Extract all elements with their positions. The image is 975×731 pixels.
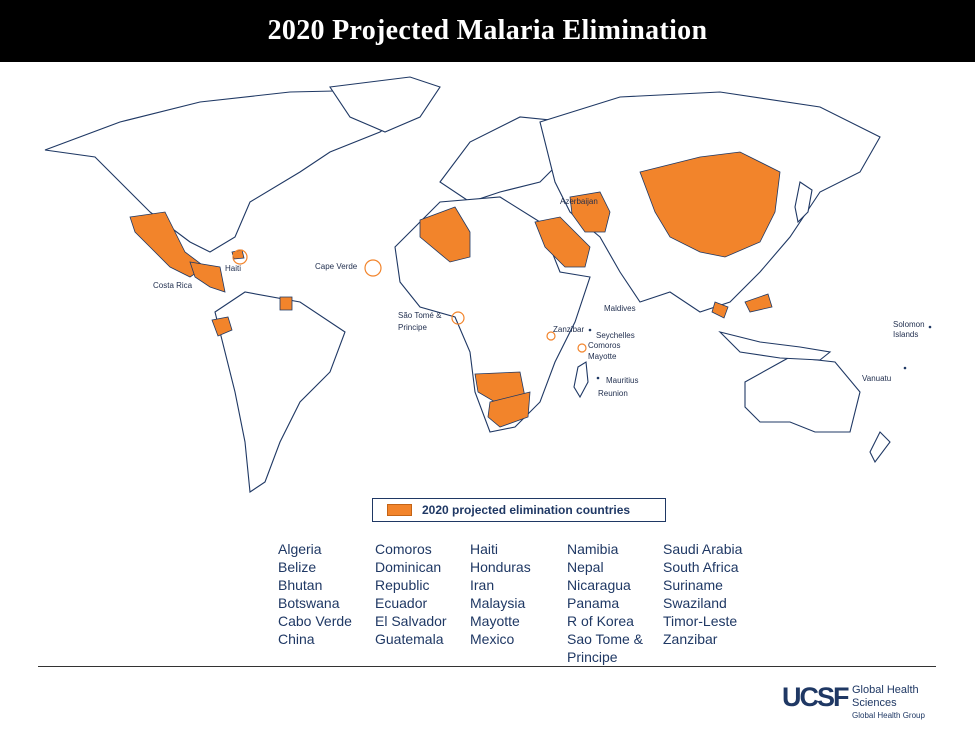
- country-name: Algeria: [278, 541, 322, 557]
- country-name: Guatemala: [375, 631, 444, 647]
- landmass-south-america: [214, 291, 346, 493]
- island-mauritius: [596, 376, 600, 380]
- country-name: China: [278, 631, 315, 647]
- label-haiti: Haiti: [225, 264, 242, 273]
- label-vanuatu: Vanuatu: [862, 374, 892, 383]
- country-name: Mexico: [470, 631, 515, 647]
- country-list-col5: Saudi Arabia South Africa Suriname Swazi…: [663, 540, 742, 648]
- country-name: Ecuador: [375, 595, 428, 611]
- legend-label: 2020 projected elimination countries: [422, 503, 631, 517]
- country-name: Principe: [567, 649, 618, 665]
- country-list-col3: Haiti Honduras Iran Malaysia Mayotte Mex…: [470, 540, 531, 648]
- country-suriname: [279, 296, 293, 311]
- country-list-col2: Comoros Dominican Republic Ecuador El Sa…: [375, 540, 447, 648]
- island-vanuatu: [903, 366, 907, 370]
- landmass-indonesia: [718, 330, 832, 361]
- marker-comoros: [577, 343, 587, 353]
- country-name: Saudi Arabia: [663, 541, 743, 557]
- page-title: 2020 Projected Malaria Elimination: [267, 15, 708, 46]
- country-name: Timor-Leste: [663, 613, 738, 629]
- logo-line1: Global Health: [852, 684, 919, 696]
- country-name: Panama: [567, 595, 620, 611]
- label-solomon-line1: Solomon: [893, 320, 925, 329]
- country-name: R of Korea: [567, 613, 634, 629]
- country-name: Iran: [470, 577, 495, 593]
- label-azerbaijan: Azerbaijan: [560, 197, 598, 206]
- logo-line2: Sciences: [852, 697, 897, 709]
- label-costa-rica: Costa Rica: [153, 281, 193, 290]
- country-algeria: [419, 206, 471, 263]
- landmass-north-america: [44, 89, 422, 253]
- label-sao-tome-line2: Principe: [398, 323, 427, 332]
- country-name: Belize: [278, 559, 317, 575]
- landmass-greenland: [329, 76, 441, 133]
- label-seychelles: Seychelles: [596, 331, 635, 340]
- country-list-col1: Algeria Belize Bhutan Botswana Cabo Verd…: [278, 540, 352, 648]
- country-name: Suriname: [663, 577, 723, 593]
- label-mauritius: Mauritius: [606, 376, 639, 385]
- legend-swatch: [387, 504, 412, 516]
- country-central-america: [189, 261, 226, 293]
- marker-haiti: [232, 249, 248, 265]
- country-name: Nepal: [567, 559, 604, 575]
- country-name: Honduras: [470, 559, 531, 575]
- country-name: El Salvador: [375, 613, 447, 629]
- country-list-col4: Namibia Nepal Nicaragua Panama R of Kore…: [567, 540, 643, 666]
- country-name: Botswana: [278, 595, 340, 611]
- marker-zanzibar: [546, 331, 556, 341]
- country-name: Sao Tome &: [567, 631, 644, 647]
- label-solomon-line2: Islands: [893, 330, 919, 339]
- country-name: South Africa: [663, 559, 739, 575]
- country-name: Cabo Verde: [278, 613, 352, 629]
- country-china: [639, 151, 781, 258]
- label-sao-tome-line1: São Tomé &: [398, 311, 442, 320]
- island-solomon: [928, 325, 932, 329]
- title-bar: 2020 Projected Malaria Elimination: [0, 0, 975, 62]
- world-map: [44, 76, 932, 493]
- country-ecuador: [211, 316, 233, 337]
- country-saudi-arabia: [534, 216, 591, 268]
- landmass-new-zealand: [869, 431, 891, 464]
- ucsf-logo: UCSF Global Health Sciences Global Healt…: [782, 680, 942, 724]
- country-name: Bhutan: [278, 577, 323, 593]
- country-name: Zanzibar: [663, 631, 718, 647]
- map-legend: 2020 projected elimination countries: [372, 498, 666, 522]
- country-malaysia: [711, 293, 773, 319]
- country-name: Comoros: [375, 541, 432, 557]
- label-comoros: Comoros: [588, 341, 621, 350]
- label-mayotte: Mayotte: [588, 352, 617, 361]
- country-south-africa: [487, 391, 531, 428]
- country-name: Dominican: [375, 559, 442, 575]
- island-seychelles: [588, 328, 592, 332]
- country-name: Mayotte: [470, 613, 520, 629]
- label-zanzibar: Zanzibar: [553, 325, 585, 334]
- marker-cape-verde: [364, 259, 382, 277]
- country-name: Nicaragua: [567, 577, 631, 593]
- country-name: Malaysia: [470, 595, 526, 611]
- landmass-japan: [794, 181, 813, 224]
- marker-sao-tome: [451, 311, 465, 325]
- country-name: Republic: [375, 577, 430, 593]
- landmass-madagascar: [573, 361, 589, 399]
- logo-line3: Global Health Group: [852, 711, 925, 720]
- country-mexico: [129, 211, 206, 278]
- label-maldives: Maldives: [604, 304, 636, 313]
- country-iran: [569, 191, 611, 233]
- label-reunion: Reunion: [598, 389, 628, 398]
- label-cape-verde: Cape Verde: [315, 262, 358, 271]
- country-name: Haiti: [470, 541, 499, 557]
- logo-mark: UCSF: [782, 682, 849, 712]
- footer-divider: [38, 666, 936, 667]
- landmass-australia: [744, 356, 861, 433]
- country-name: Swaziland: [663, 595, 727, 611]
- country-name: Namibia: [567, 541, 619, 557]
